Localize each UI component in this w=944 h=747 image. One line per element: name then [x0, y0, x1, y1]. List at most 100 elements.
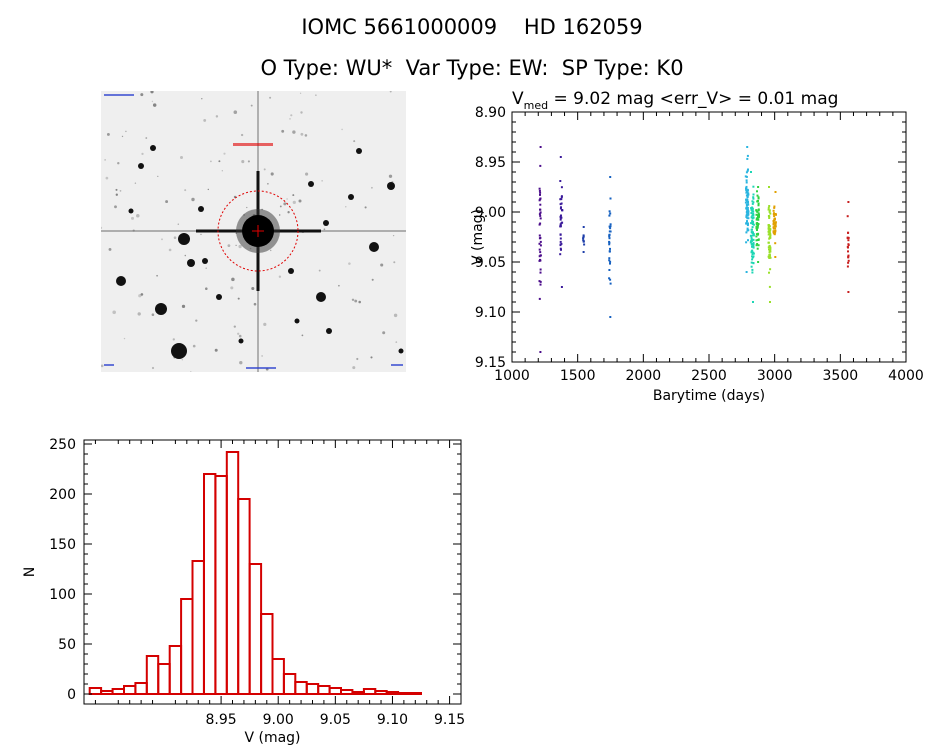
data-point	[751, 223, 754, 226]
field-star	[202, 258, 208, 264]
data-point	[751, 202, 754, 205]
faint-star	[184, 254, 187, 257]
data-point	[609, 247, 611, 250]
data-point	[751, 245, 754, 248]
data-point	[745, 231, 748, 234]
data-point	[608, 225, 611, 228]
faint-star	[323, 228, 326, 231]
data-point	[747, 203, 750, 206]
data-point	[608, 243, 611, 246]
faint-star	[181, 304, 186, 309]
field-star	[294, 318, 300, 324]
data-point	[750, 236, 753, 239]
star-field-image	[101, 91, 406, 372]
y-tick-label: 0	[67, 687, 76, 703]
x-tick-label: 8.95	[206, 712, 237, 728]
faint-star	[201, 98, 203, 100]
histogram-bar	[157, 663, 171, 695]
data-point	[755, 235, 758, 238]
data-point	[560, 248, 562, 251]
faint-star	[261, 355, 263, 357]
data-point	[752, 238, 755, 241]
faint-star	[195, 319, 198, 322]
data-point	[559, 215, 562, 218]
data-point	[538, 255, 541, 258]
histogram-bar	[123, 685, 137, 695]
faint-star	[341, 128, 343, 131]
data-point	[757, 197, 760, 200]
x-tick-label: 2000	[626, 368, 662, 384]
faint-star	[215, 115, 219, 118]
data-point	[752, 185, 755, 188]
faint-star	[388, 174, 393, 178]
data-point	[559, 156, 562, 158]
faint-star	[301, 334, 304, 337]
star-name: HD 162059	[523, 15, 643, 39]
faint-star	[177, 223, 180, 225]
faint-star	[370, 356, 373, 359]
histogram-bar	[203, 473, 217, 695]
data-point	[559, 237, 562, 240]
data-point	[561, 209, 564, 212]
data-point	[745, 190, 748, 193]
faint-star	[250, 104, 253, 107]
y-tick-label: 8.90	[475, 105, 506, 121]
faint-star	[356, 357, 359, 361]
data-point	[745, 181, 748, 184]
faint-star	[119, 190, 122, 192]
data-point	[745, 241, 748, 244]
data-point	[539, 271, 542, 274]
field-star	[369, 242, 379, 252]
data-point	[746, 146, 749, 148]
light-curve-y-label: V (mag)	[470, 209, 486, 265]
data-point	[559, 218, 562, 221]
data-point	[609, 223, 612, 226]
faint-star	[168, 248, 172, 252]
data-point	[608, 269, 611, 271]
faint-star	[180, 156, 183, 159]
data-point	[757, 238, 760, 241]
faint-star	[184, 189, 187, 192]
data-point	[560, 198, 563, 201]
faint-star	[157, 175, 159, 178]
faint-star	[380, 263, 384, 267]
faint-star	[237, 297, 240, 300]
data-point	[773, 205, 776, 208]
faint-star	[286, 198, 288, 200]
data-point	[750, 171, 752, 173]
faint-star	[190, 370, 192, 372]
data-point	[768, 210, 771, 213]
faint-star	[125, 130, 127, 133]
data-point	[747, 217, 750, 220]
data-point	[608, 277, 611, 280]
faint-star	[305, 172, 309, 176]
data-point	[767, 241, 770, 244]
histogram-bar	[180, 598, 194, 695]
data-point	[847, 239, 850, 242]
x-tick-label: 9.10	[377, 712, 408, 728]
data-point	[539, 197, 542, 200]
data-point	[751, 238, 754, 241]
faint-star	[112, 310, 116, 315]
faint-star	[114, 205, 117, 209]
data-point	[539, 240, 542, 243]
faint-star	[395, 341, 398, 343]
data-point	[768, 186, 770, 188]
data-point	[751, 268, 754, 271]
data-point	[774, 242, 777, 245]
data-point	[559, 244, 562, 247]
light-curve-points	[538, 146, 850, 353]
data-point	[608, 210, 611, 213]
data-point	[769, 248, 772, 251]
histogram-x-label: V (mag)	[244, 730, 300, 746]
field-star	[387, 182, 395, 190]
data-point	[752, 241, 755, 244]
data-point	[757, 209, 760, 212]
data-point	[847, 231, 849, 234]
faint-star	[389, 91, 392, 93]
data-point	[538, 189, 541, 192]
data-point	[752, 196, 755, 199]
data-point	[772, 223, 775, 226]
faint-star	[290, 114, 293, 117]
data-point	[751, 255, 753, 258]
